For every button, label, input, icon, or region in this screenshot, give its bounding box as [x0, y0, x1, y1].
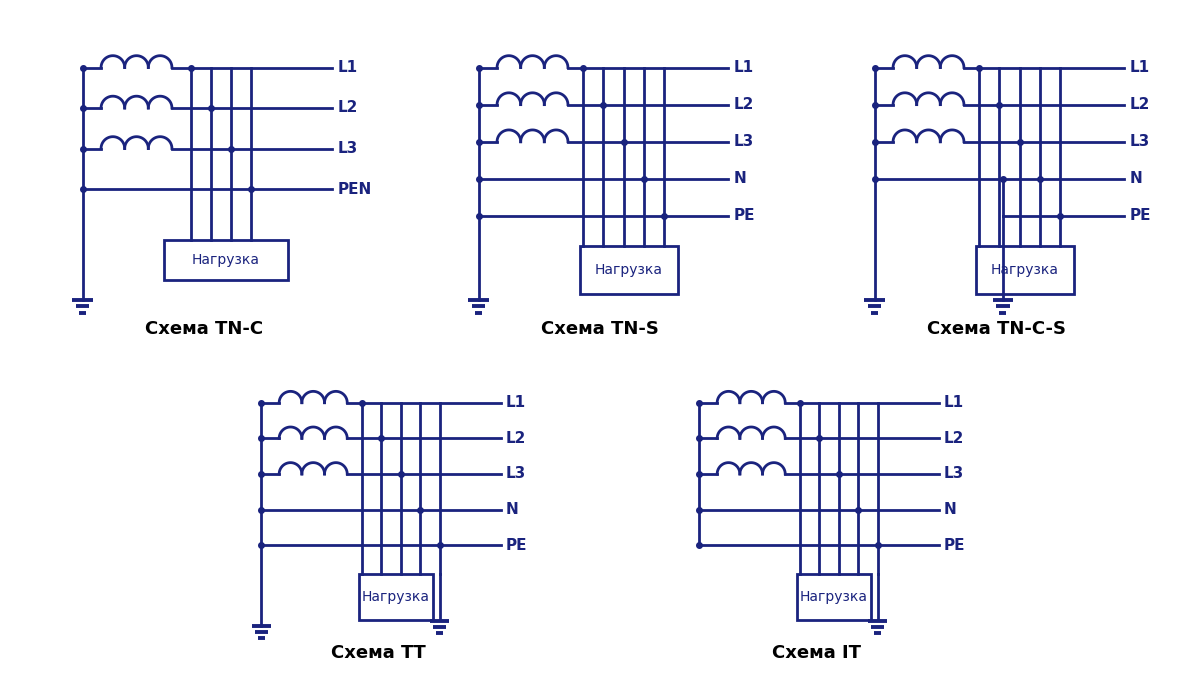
Text: L1: L1 [733, 60, 754, 75]
Text: Нагрузка: Нагрузка [192, 253, 260, 267]
Text: PE: PE [506, 538, 528, 553]
Text: L1: L1 [1129, 60, 1150, 75]
Text: L3: L3 [733, 134, 754, 149]
Text: PE: PE [1129, 209, 1151, 223]
Text: Схема TN-C-S: Схема TN-C-S [926, 319, 1066, 338]
Text: N: N [733, 171, 746, 186]
Text: L2: L2 [506, 431, 527, 446]
Text: Схема ТТ: Схема ТТ [331, 644, 425, 662]
Text: Схема TN-S: Схема TN-S [541, 319, 659, 338]
Text: L3: L3 [337, 141, 358, 156]
Text: Нагрузка: Нагрузка [991, 263, 1058, 277]
Text: N: N [1129, 171, 1142, 186]
Text: Схема IT: Схема IT [772, 644, 860, 662]
Text: L3: L3 [1129, 134, 1150, 149]
Text: N: N [944, 502, 956, 517]
Text: L2: L2 [1129, 97, 1150, 112]
FancyBboxPatch shape [359, 574, 433, 620]
Text: L2: L2 [733, 97, 754, 112]
FancyBboxPatch shape [163, 240, 288, 280]
FancyBboxPatch shape [797, 574, 871, 620]
Text: L1: L1 [337, 60, 358, 75]
Text: PE: PE [733, 209, 755, 223]
Text: PEN: PEN [337, 182, 372, 196]
Text: L1: L1 [944, 395, 964, 410]
FancyBboxPatch shape [976, 246, 1074, 294]
Text: Нагрузка: Нагрузка [595, 263, 662, 277]
Text: Нагрузка: Нагрузка [362, 590, 430, 604]
Text: L2: L2 [944, 431, 965, 446]
Text: L2: L2 [337, 101, 358, 115]
Text: Нагрузка: Нагрузка [800, 590, 868, 604]
FancyBboxPatch shape [580, 246, 678, 294]
Text: L3: L3 [506, 466, 527, 481]
Text: N: N [506, 502, 518, 517]
Text: Схема TN-C: Схема TN-C [145, 319, 263, 338]
Text: PE: PE [944, 538, 966, 553]
Text: L3: L3 [944, 466, 965, 481]
Text: L1: L1 [506, 395, 526, 410]
